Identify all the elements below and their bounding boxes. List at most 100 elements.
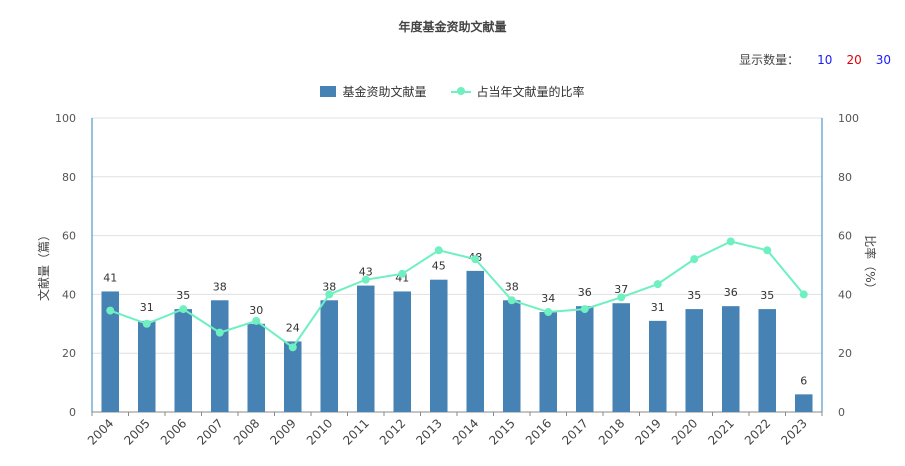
ratio-point (215, 328, 224, 337)
bar-swatch-icon (320, 86, 337, 97)
ratio-point (434, 246, 443, 255)
x-tick-label: 2011 (340, 416, 371, 447)
ratio-point (252, 316, 261, 325)
ratio-point (106, 306, 115, 315)
ratio-point (580, 305, 589, 314)
ratio-point (799, 290, 808, 299)
y-tick-label: 100 (55, 112, 76, 125)
ratio-point (763, 246, 772, 255)
display-count-option-20[interactable]: 20 (846, 52, 862, 67)
bar (429, 279, 448, 412)
legend-item-line[interactable]: 占当年文献量的比率 (450, 83, 585, 100)
bar (174, 309, 193, 412)
y2-axis-title: 比率（%） (863, 235, 878, 294)
x-tick-label: 2010 (304, 416, 335, 447)
bar (320, 300, 339, 412)
display-count-label: 显示数量： (739, 53, 800, 67)
y2-tick-label: 20 (838, 347, 852, 360)
y2-tick-label: 0 (838, 406, 845, 419)
bar-value-label: 45 (432, 260, 446, 273)
x-tick-label: 2007 (194, 416, 225, 447)
x-tick-label: 2022 (742, 416, 773, 447)
bar-value-label: 41 (103, 271, 117, 284)
legend-bar-label: 基金资助文献量 (342, 85, 427, 99)
x-tick-label: 2021 (705, 416, 736, 447)
x-tick-label: 2005 (121, 416, 152, 447)
bar-value-label: 24 (286, 321, 300, 334)
bar-value-label: 35 (687, 289, 701, 302)
ratio-point (325, 290, 334, 299)
bar (393, 291, 412, 412)
bar-value-label: 6 (800, 374, 807, 387)
ratio-point (653, 280, 662, 289)
bar (210, 300, 229, 412)
x-tick-label: 2006 (158, 416, 189, 447)
ratio-point (544, 308, 553, 317)
x-tick-label: 2023 (778, 416, 809, 447)
bar-value-label: 38 (505, 280, 519, 293)
x-tick-label: 2004 (85, 416, 116, 447)
x-tick-label: 2013 (413, 416, 444, 447)
display-count-option-30[interactable]: 30 (875, 52, 891, 67)
bar (137, 320, 156, 412)
bar-value-label: 35 (760, 289, 774, 302)
bar (758, 309, 777, 412)
y2-tick-label: 40 (838, 288, 852, 301)
legend-line-label: 占当年文献量的比率 (476, 85, 585, 99)
chart-title: 年度基金资助文献量 (398, 20, 507, 34)
bar (101, 291, 120, 412)
bar (539, 312, 558, 412)
x-tick-label: 2015 (486, 416, 517, 447)
bar-value-label: 31 (651, 301, 665, 314)
ratio-point (507, 296, 516, 305)
display-count-option-10[interactable]: 10 (817, 52, 833, 67)
bar (466, 270, 485, 412)
ratio-line (109, 240, 805, 349)
y2-tick-label: 80 (838, 171, 852, 184)
bar (648, 320, 667, 412)
y-tick-label: 0 (69, 406, 76, 419)
x-tick-label: 2020 (669, 416, 700, 447)
x-tick-label: 2019 (632, 416, 663, 447)
bar (794, 394, 813, 412)
bar-value-label: 31 (140, 301, 154, 314)
x-tick-label: 2014 (450, 416, 481, 447)
y-tick-label: 40 (62, 288, 76, 301)
y-tick-label: 80 (62, 171, 76, 184)
y2-tick-label: 60 (838, 230, 852, 243)
x-tick-label: 2012 (377, 416, 408, 447)
bar (247, 323, 266, 412)
ratio-point (142, 319, 151, 328)
ratio-point (617, 293, 626, 302)
x-tick-label: 2016 (523, 416, 554, 447)
bar (502, 300, 521, 412)
ratio-point (471, 255, 480, 264)
bar (575, 306, 594, 412)
bar (685, 309, 704, 412)
bar-value-label: 35 (176, 289, 190, 302)
legend-item-bar[interactable]: 基金资助文献量 (320, 83, 427, 100)
bar-value-label: 36 (578, 286, 592, 299)
line-swatch-icon (450, 86, 471, 97)
ratio-point (398, 269, 407, 278)
x-tick-label: 2018 (596, 416, 627, 447)
x-tick-label: 2017 (559, 416, 590, 447)
bar-value-label: 43 (359, 266, 373, 279)
chart-legend: 基金资助文献量 占当年文献量的比率 (0, 83, 905, 100)
ratio-point (288, 343, 297, 352)
x-tick-label: 2008 (231, 416, 262, 447)
bar-value-label: 36 (724, 286, 738, 299)
ratio-point (690, 255, 699, 264)
y2-tick-label: 100 (838, 112, 859, 125)
ratio-point (361, 275, 370, 284)
bar (283, 341, 302, 412)
bar (356, 285, 375, 412)
bar-value-label: 38 (322, 280, 336, 293)
bar (721, 306, 740, 412)
bar-value-label: 30 (249, 304, 263, 317)
ratio-point (726, 237, 735, 246)
x-tick-label: 2009 (267, 416, 298, 447)
display-count-selector: 显示数量： 10 20 30 (739, 51, 891, 68)
bar (612, 303, 631, 412)
